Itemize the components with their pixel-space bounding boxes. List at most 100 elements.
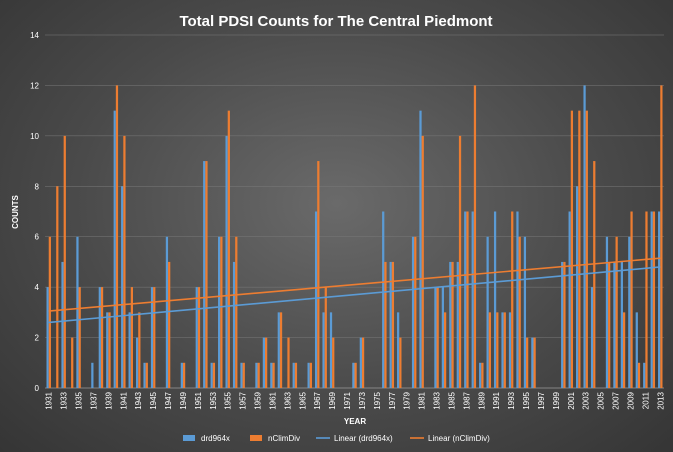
y-tick-label: 0 [35,384,40,393]
x-tick-label: 2009 [626,391,635,409]
bar-nClimDiv [324,287,327,388]
x-tick-label: 1945 [149,391,158,409]
bar-drd964x [255,362,258,388]
bar-drd964x [628,236,631,388]
x-tick-label: 2007 [612,391,621,409]
bar-nClimDiv [63,135,66,388]
bar-drd964x [411,236,415,388]
y-axis-ticks: 0 2 4 6 8 10 12 14 [30,31,39,393]
bar-drd964x [46,287,49,388]
bar-drd964x [322,312,325,388]
x-tick-label: 1967 [313,391,322,409]
bar-nClimDiv [71,337,74,388]
bar-nClimDiv [608,261,611,388]
x-tick-label: 2005 [597,391,606,409]
x-tick-label: 1981 [418,391,427,409]
y-tick-label: 10 [30,132,39,141]
bar-drd964x [218,236,221,388]
x-tick-label: 1951 [194,391,203,409]
bar-nClimDiv [227,110,230,389]
x-tick-label: 1991 [492,391,501,409]
bar-nClimDiv [384,261,387,388]
bar-nClimDiv [391,261,395,388]
chart-title: Total PDSI Counts for The Central Piedmo… [179,13,492,30]
bar-nClimDiv [354,362,357,388]
x-axis-ticks: 1931 1933 1935 1937 1939 1941 1943 1945 1947 1949… [45,391,666,409]
bar-drd964x [180,362,183,388]
x-tick-label: 2011 [641,391,650,409]
x-tick-label: 1971 [343,391,352,409]
trendlines [48,257,661,324]
bar-nClimDiv [511,211,514,388]
x-tick-label: 1931 [45,391,54,409]
x-tick-label: 1949 [179,391,188,409]
bar-drd964x [262,337,266,388]
bar-drd964x [352,362,355,388]
bar-drd964x [203,161,206,388]
bar-nClimDiv [332,337,335,388]
trendline [48,266,661,324]
x-tick-label: 1957 [239,391,248,409]
bar-nClimDiv [473,85,477,388]
bar-drd964x [389,261,392,388]
bar-nClimDiv [533,337,536,388]
x-tick-label: 1983 [433,391,442,409]
bar-drd964x [314,211,318,388]
bar-nClimDiv [518,236,521,388]
bar-drd964x [210,362,213,388]
legend-label: Linear (drd964x) [334,434,393,443]
x-tick-label: 1959 [254,391,263,409]
bar-drd964x [449,261,452,388]
bar-nClimDiv [205,161,208,388]
bar-nClimDiv [279,312,283,388]
bar-drd964x [486,236,489,388]
x-tick-label: 1999 [552,391,561,409]
bar-nClimDiv [361,337,365,388]
y-tick-label: 6 [35,233,40,242]
x-axis-label: YEAR [344,417,366,426]
bar-nClimDiv [585,110,588,389]
y-tick-label: 14 [30,31,39,40]
bar-nClimDiv [652,211,656,388]
bar-drd964x [240,362,243,388]
bar-drd964x [382,211,385,388]
bar-drd964x [113,110,116,389]
bar-nClimDiv [220,236,223,388]
y-tick-label: 2 [35,334,40,343]
bar-nClimDiv [108,312,111,388]
bar-nClimDiv [48,236,51,388]
bar-nClimDiv [443,312,447,388]
bar-nClimDiv [645,211,648,388]
bar-drd964x [501,312,504,388]
bar-nClimDiv [309,362,312,388]
bar-nClimDiv [570,110,574,389]
bar-nClimDiv [78,287,81,388]
bar-nClimDiv [242,362,245,388]
bar-drd964x [516,211,519,388]
bar-drd964x [135,337,139,388]
bar-nClimDiv [563,261,566,388]
bar-nClimDiv [56,186,59,388]
y-tick-label: 4 [35,283,40,292]
bar-drd964x [613,261,616,388]
legend: drd964x nClimDiv Linear (drd964x) Linear (n… [183,434,490,443]
bar-drd964x [650,211,653,388]
bar-drd964x [493,211,497,388]
x-tick-label: 1995 [522,391,531,409]
bar-nClimDiv [287,337,290,388]
y-tick-label: 12 [30,81,39,90]
x-tick-label: 2001 [567,391,576,409]
bar-drd964x [590,287,594,388]
bar-drd964x [531,337,534,388]
gridlines [45,34,664,389]
bar-drd964x [76,236,79,388]
bar-drd964x [568,211,571,388]
bar-drd964x [307,362,310,388]
bar-drd964x [61,261,64,388]
bar-nClimDiv [496,312,499,388]
x-tick-label: 1993 [507,391,516,409]
x-tick-label: 1935 [75,391,84,409]
bar-drd964x [479,362,482,388]
bar-nClimDiv [145,362,148,388]
